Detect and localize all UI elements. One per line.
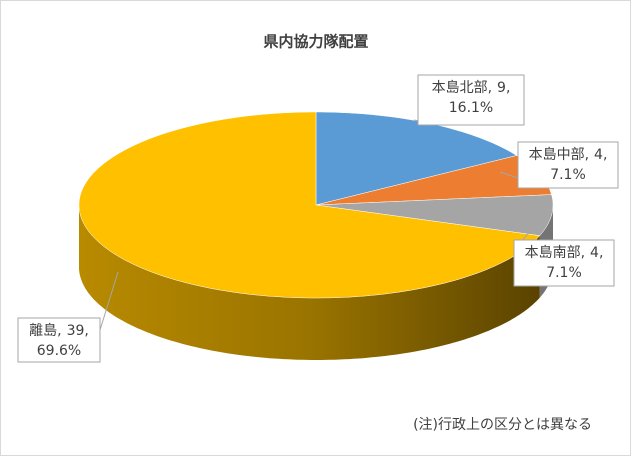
- label-category: 本島北部: [432, 80, 488, 96]
- label-value: 4: [594, 147, 603, 163]
- data-label: 本島北部, 9,: [432, 80, 511, 96]
- data-label-percent: 7.1%: [550, 167, 586, 183]
- chart-title: 県内協力隊配置: [263, 33, 368, 51]
- label-value: 4: [590, 245, 599, 261]
- label-value: 39: [67, 323, 85, 339]
- label-separator: ,: [57, 323, 61, 339]
- data-label: 本島中部, 4,: [529, 147, 608, 163]
- label-separator: ,: [84, 323, 88, 339]
- leader-line: [99, 271, 119, 331]
- label-category: 離島: [29, 322, 57, 339]
- label-separator: ,: [599, 245, 603, 261]
- label-separator: ,: [581, 245, 585, 261]
- data-label: 本島南部, 4,: [525, 245, 604, 261]
- label-category: 本島南部: [525, 245, 581, 261]
- data-label-percent: 69.6%: [37, 343, 81, 359]
- label-category: 本島中部: [529, 147, 585, 163]
- label-value: 9: [497, 80, 506, 96]
- slice: [315, 194, 554, 236]
- label-separator: ,: [506, 80, 510, 96]
- slice-side: [79, 205, 540, 360]
- data-label-percent: 7.1%: [546, 265, 582, 281]
- note: (注)行政上の区分とは異なる: [413, 417, 592, 433]
- label-separator: ,: [488, 80, 492, 96]
- label-separator: ,: [585, 147, 589, 163]
- leader-line: [499, 171, 519, 179]
- data-label-percent: 16.1%: [449, 100, 493, 116]
- label-box: [513, 239, 615, 287]
- label-separator: ,: [603, 147, 607, 163]
- data-label: 離島, 39,: [29, 322, 89, 339]
- label-box: [517, 141, 619, 189]
- label-box: [417, 74, 525, 126]
- label-box: [17, 317, 101, 363]
- slice: [78, 111, 541, 299]
